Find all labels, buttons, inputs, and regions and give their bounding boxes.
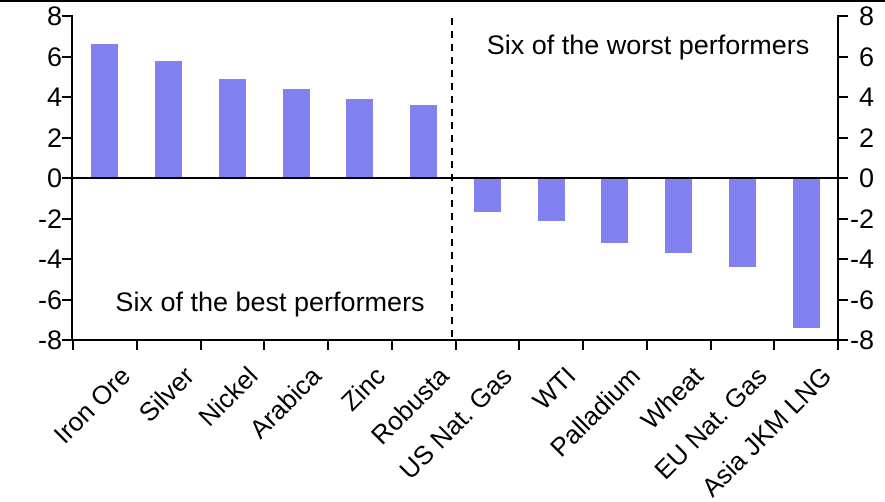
y-tick-left [62, 177, 71, 179]
bar [346, 99, 374, 178]
bar [282, 88, 310, 178]
y-tick-right [839, 15, 848, 17]
category-label: Silver [132, 360, 200, 428]
x-axis-bottom [71, 339, 839, 341]
y-tick-right [839, 217, 848, 220]
x-tick [327, 341, 329, 350]
annotation-best-performers: Six of the best performers [115, 287, 425, 317]
x-tick [199, 341, 202, 350]
y-axis-label-right: 0 [858, 163, 874, 193]
x-tick [773, 341, 776, 350]
y-tick-right [839, 298, 848, 301]
bar [410, 105, 438, 178]
y-axis-label-left: -2 [37, 203, 62, 234]
group-divider-dashed-line [451, 18, 453, 340]
x-tick [582, 341, 584, 350]
bar [91, 44, 119, 178]
y-axis-label-right: -6 [849, 284, 874, 315]
y-tick-left [62, 55, 71, 58]
x-tick [263, 341, 266, 350]
x-tick [454, 341, 457, 350]
category-label: Zinc [334, 360, 391, 417]
y-tick-right [839, 96, 848, 98]
y-axis-label-left: -8 [37, 325, 62, 355]
x-tick [135, 341, 138, 350]
bar [155, 60, 183, 178]
x-tick [709, 341, 712, 350]
y-tick-right [839, 136, 848, 139]
y-tick-right [839, 177, 848, 179]
x-tick [390, 341, 393, 350]
y-tick-left [62, 258, 71, 260]
y-axis-label-right: 4 [858, 82, 874, 112]
y-axis-label-left: -6 [37, 284, 62, 315]
y-axis-label-left: 6 [46, 41, 62, 72]
y-tick-left [62, 15, 71, 17]
x-tick [518, 341, 521, 350]
bar [601, 178, 629, 243]
x-tick [645, 341, 648, 350]
y-axis-left [71, 15, 73, 341]
y-axis-label-left: 0 [46, 163, 62, 193]
category-label: Iron Ore [47, 360, 136, 450]
y-tick-left [62, 339, 71, 341]
bar [792, 178, 820, 328]
y-tick-left [62, 136, 71, 139]
y-tick-left [62, 217, 71, 220]
y-axis-label-right: -4 [849, 244, 874, 274]
bar [665, 178, 693, 253]
x-tick [72, 341, 74, 350]
y-axis-label-left: 8 [46, 1, 62, 31]
bar [473, 178, 501, 213]
category-label: WTI [526, 360, 582, 416]
annotation-worst-performers: Six of the worst performers [486, 30, 810, 60]
y-axis-label-right: -2 [849, 203, 874, 234]
x-tick [837, 341, 839, 350]
y-axis-right [837, 15, 839, 341]
y-tick-right [839, 55, 848, 58]
bar [537, 178, 565, 221]
y-axis-label-left: -4 [37, 244, 62, 274]
zero-line [73, 177, 838, 179]
y-axis-label-left: 2 [46, 122, 62, 153]
y-axis-label-right: 2 [858, 122, 874, 153]
y-tick-left [62, 96, 71, 98]
y-axis-label-right: 6 [858, 41, 874, 72]
y-tick-right [839, 258, 848, 260]
y-tick-right [839, 339, 848, 341]
y-axis-label-left: 4 [46, 82, 62, 112]
bar [728, 178, 756, 268]
y-tick-left [62, 298, 71, 301]
top-border-line [0, 0, 885, 2]
y-axis-label-right: -8 [849, 325, 874, 355]
y-axis-label-right: 8 [858, 1, 874, 31]
bar [218, 78, 246, 178]
